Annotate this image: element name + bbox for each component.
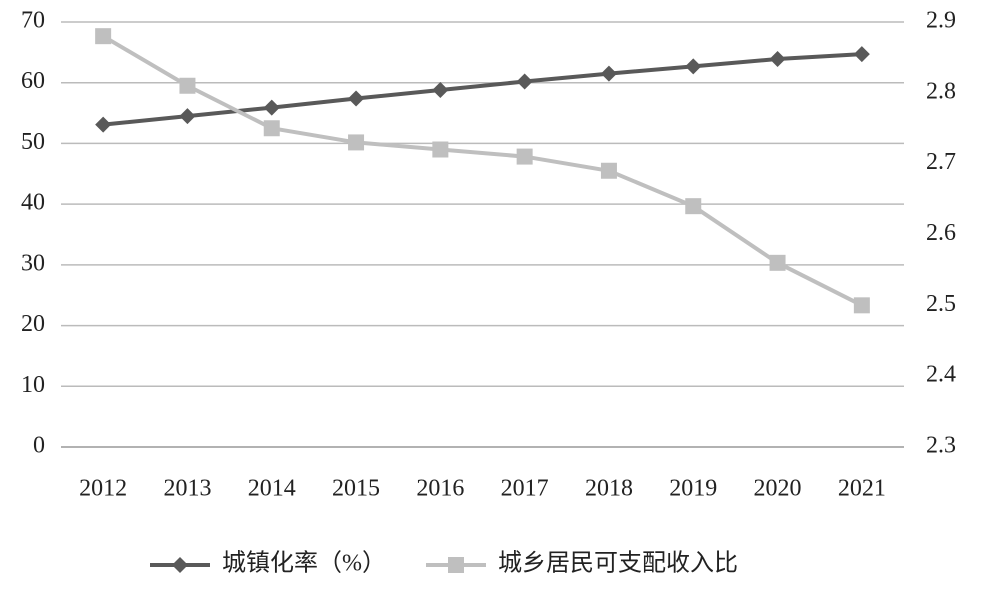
y-tick-label: 60 bbox=[21, 68, 45, 94]
x-tick-label: 2013 bbox=[163, 476, 211, 502]
y-tick-label: 40 bbox=[21, 190, 45, 216]
x-tick-label: 2014 bbox=[248, 476, 296, 502]
y-tick-label: 50 bbox=[21, 129, 45, 155]
data-point bbox=[179, 108, 196, 125]
data-point bbox=[516, 148, 533, 165]
data-point bbox=[348, 90, 365, 107]
data-point bbox=[853, 46, 870, 63]
data-point bbox=[516, 73, 533, 90]
series-line bbox=[102, 34, 863, 308]
x-tick-label: 2016 bbox=[416, 476, 464, 502]
legend-label: 城乡居民可支配收入比 bbox=[498, 550, 738, 577]
x-tick-label: 2015 bbox=[332, 476, 380, 502]
data-point bbox=[432, 82, 449, 98]
data-point bbox=[263, 99, 280, 116]
y2-tick-label: 2.8 bbox=[926, 78, 956, 104]
data-point bbox=[600, 65, 617, 82]
data-point bbox=[769, 51, 786, 68]
y-tick-label: 10 bbox=[21, 372, 45, 398]
data-point bbox=[853, 297, 870, 314]
data-point bbox=[263, 120, 280, 137]
y-tick-label: 70 bbox=[21, 8, 45, 34]
data-point bbox=[685, 58, 702, 75]
data-point bbox=[600, 162, 617, 179]
data-point bbox=[348, 134, 365, 151]
x-tick-label: 2012 bbox=[79, 476, 127, 502]
y2-tick-label: 2.4 bbox=[926, 362, 956, 388]
x-tick-label: 2020 bbox=[754, 476, 802, 502]
data-point bbox=[95, 28, 112, 45]
legend-marker bbox=[448, 557, 464, 573]
y2-tick-label: 2.6 bbox=[926, 220, 956, 246]
data-point bbox=[95, 116, 112, 133]
y2-tick-label: 2.5 bbox=[926, 291, 956, 317]
y2-tick-label: 2.9 bbox=[926, 8, 956, 34]
y2-tick-label: 2.7 bbox=[926, 149, 956, 175]
x-tick-label: 2018 bbox=[585, 476, 633, 502]
data-point bbox=[432, 141, 449, 158]
legend-label: 城镇化率（%） bbox=[222, 550, 386, 577]
x-tick-label: 2017 bbox=[501, 476, 549, 502]
data-point bbox=[769, 254, 786, 271]
y-tick-label: 0 bbox=[33, 433, 45, 459]
x-tick-label: 2021 bbox=[838, 476, 886, 502]
y-tick-label: 20 bbox=[21, 311, 45, 337]
x-tick-label: 2019 bbox=[669, 476, 717, 502]
y-tick-label: 30 bbox=[21, 250, 45, 276]
y2-tick-label: 2.3 bbox=[926, 433, 956, 459]
data-point bbox=[685, 198, 702, 215]
legend-marker bbox=[172, 557, 188, 573]
series-line bbox=[102, 52, 862, 127]
data-point bbox=[179, 77, 196, 94]
